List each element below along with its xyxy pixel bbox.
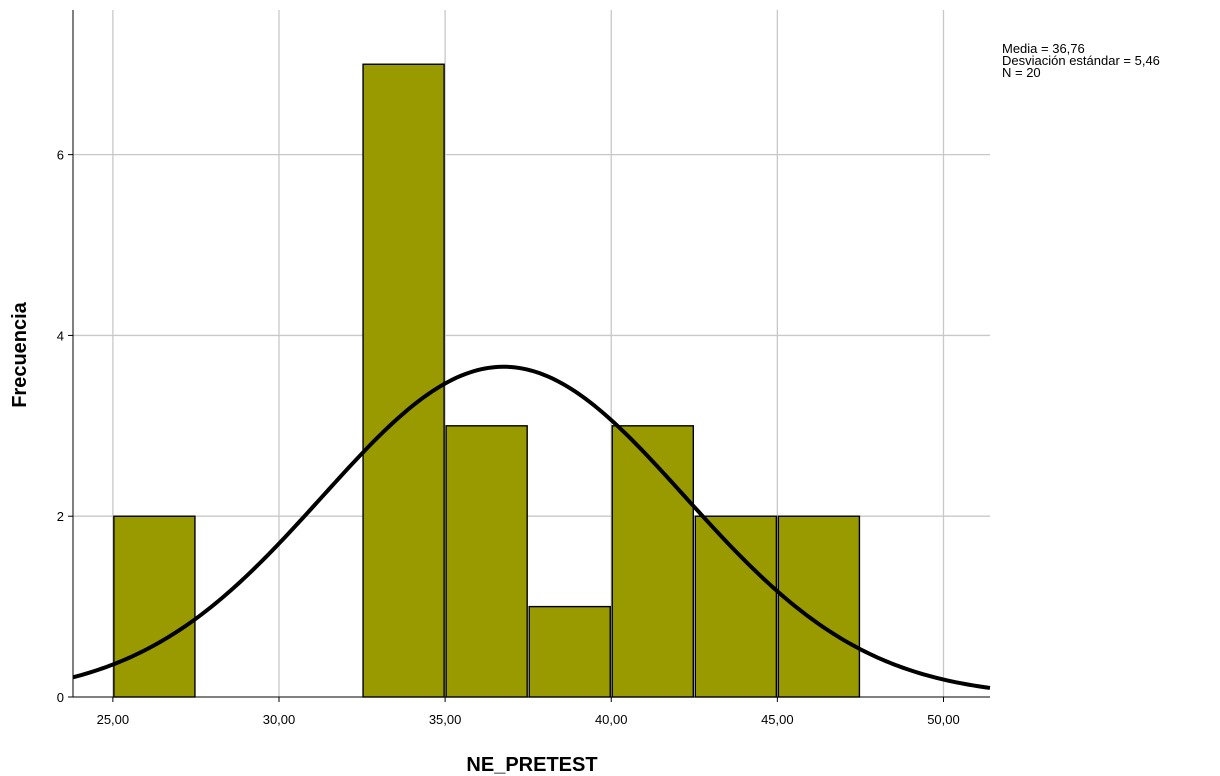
y-tick-label-2: 4 xyxy=(57,328,64,343)
stats-std-dev: Desviación estándar = 5,46 xyxy=(1002,53,1160,68)
histogram-bar-4 xyxy=(611,425,695,698)
statistics-legend: Media = 36,76 Desviación estándar = 5,46… xyxy=(1002,41,1160,80)
y-tick-label-0: 0 xyxy=(57,690,64,705)
y-axis-title: Frecuencia xyxy=(9,301,31,407)
x-tick-label-3: 40,00 xyxy=(595,712,628,727)
histogram-bar-6 xyxy=(777,515,861,698)
histogram-bars xyxy=(113,63,861,698)
x-axis-title: NE_PRETEST xyxy=(466,754,597,776)
histogram-bar-5 xyxy=(694,515,778,698)
x-tick-label-4: 45,00 xyxy=(761,712,794,727)
normal-curve-line xyxy=(72,364,991,690)
histogram-bar-0 xyxy=(113,515,196,698)
x-tick-label-1: 30,00 xyxy=(263,712,296,727)
y-tick-label-1: 2 xyxy=(57,509,64,524)
histogram-bar-3 xyxy=(528,605,611,698)
histogram-bar-2 xyxy=(445,425,528,698)
axes xyxy=(68,10,990,702)
x-tick-label-0: 25,00 xyxy=(97,712,130,727)
y-tick-labels: 0 2 4 6 xyxy=(57,148,64,705)
x-tick-labels: 25,00 30,00 35,00 40,00 45,00 50,00 xyxy=(97,712,960,727)
x-tick-label-5: 50,00 xyxy=(927,712,960,727)
grid-lines xyxy=(73,10,990,697)
x-tick-label-2: 35,00 xyxy=(429,712,462,727)
y-tick-label-3: 6 xyxy=(57,148,64,163)
stats-mean: Media = 36,76 xyxy=(1002,41,1085,56)
histogram-bar-1 xyxy=(362,63,445,698)
stats-n: N = 20 xyxy=(1002,65,1041,80)
